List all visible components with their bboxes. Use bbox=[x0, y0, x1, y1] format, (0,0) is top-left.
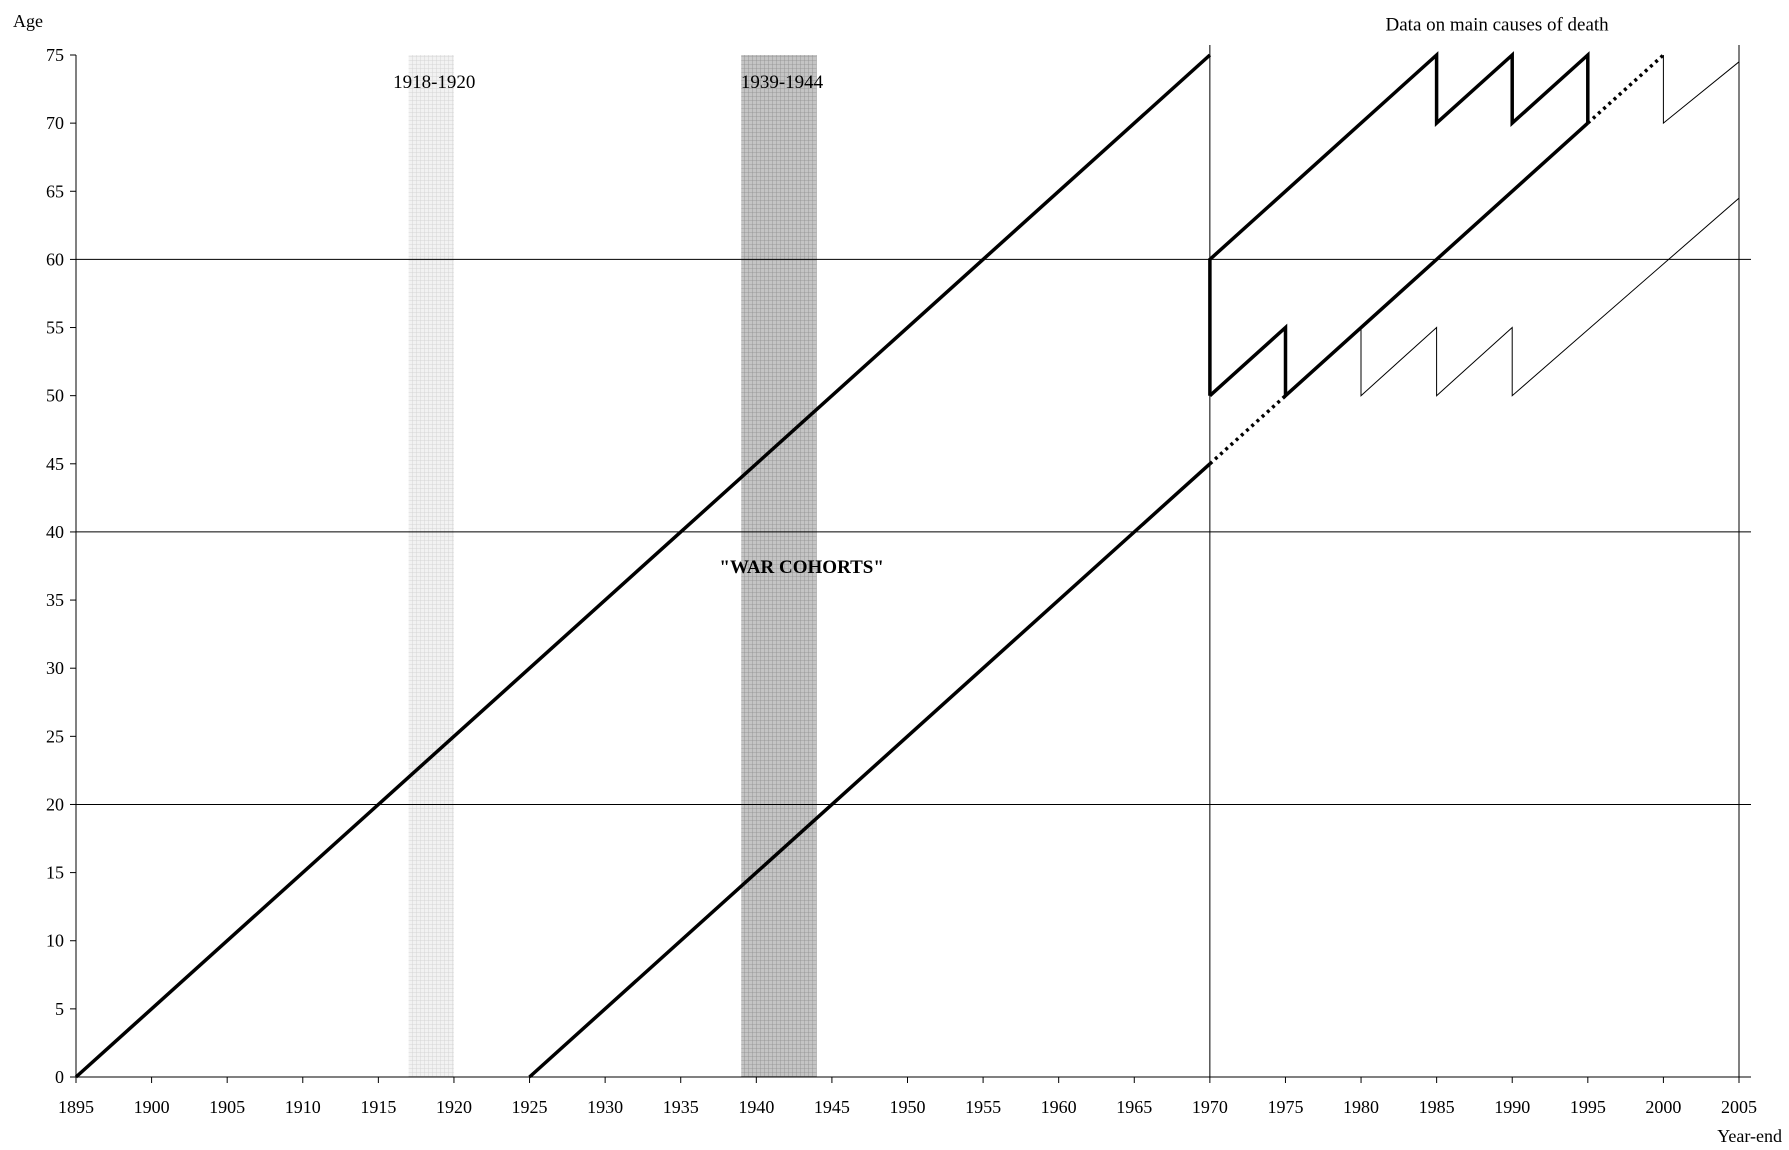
cohort-lines bbox=[74, 51, 1740, 1079]
x-tick-label-21: 2000 bbox=[1645, 1097, 1681, 1117]
shaded-period-0 bbox=[408, 55, 454, 1077]
cohort-line-1 bbox=[528, 462, 1212, 1079]
y-tick-label-8: 40 bbox=[46, 522, 64, 542]
y-tick-label-12: 60 bbox=[46, 249, 64, 269]
y-tick-label-13: 65 bbox=[46, 181, 64, 201]
x-tick-label-3: 1910 bbox=[285, 1097, 321, 1117]
cohort-line-2 bbox=[1208, 394, 1287, 466]
shaded-period-label-1: 1939-1944 bbox=[741, 72, 824, 93]
cohort-line-4 bbox=[1208, 51, 1590, 396]
x-tick-label-9: 1940 bbox=[738, 1097, 774, 1117]
cohort-line-3 bbox=[1208, 121, 1589, 400]
x-tick-label-8: 1935 bbox=[663, 1097, 699, 1117]
x-tick-label-2: 1905 bbox=[209, 1097, 245, 1117]
x-tick-label-11: 1950 bbox=[890, 1097, 926, 1117]
y-tick-label-6: 30 bbox=[46, 658, 64, 678]
x-tick-label-15: 1970 bbox=[1192, 1097, 1228, 1117]
x-tick-label-16: 1975 bbox=[1267, 1097, 1303, 1117]
shaded-periods bbox=[408, 55, 817, 1077]
x-tick-label-4: 1915 bbox=[360, 1097, 396, 1117]
annotation-1: Data on main causes of death bbox=[1386, 14, 1610, 35]
y-tick-label-0: 0 bbox=[55, 1067, 64, 1087]
x-tick-label-5: 1920 bbox=[436, 1097, 472, 1117]
shaded-period-1 bbox=[741, 55, 817, 1077]
annotation-0: "WAR COHORTS" bbox=[719, 557, 884, 578]
x-tick-label-1: 1900 bbox=[134, 1097, 170, 1117]
x-tick-label-6: 1925 bbox=[512, 1097, 548, 1117]
y-tick-label-11: 55 bbox=[46, 318, 64, 338]
y-tick-label-7: 35 bbox=[46, 590, 64, 610]
y-axis-title: Age bbox=[13, 11, 43, 31]
y-tick-label-15: 75 bbox=[46, 45, 64, 65]
x-tick-label-17: 1980 bbox=[1343, 1097, 1379, 1117]
gridlines bbox=[76, 45, 1751, 1077]
axes: 0 5 10 15 20 25 30 35 40 45 50 55 60 65 70 75 1895 1900 19… bbox=[13, 11, 1782, 1146]
shaded-period-label-0: 1918-1920 bbox=[393, 72, 475, 93]
y-tick-label-3: 15 bbox=[46, 863, 64, 883]
x-tick-label-18: 1985 bbox=[1419, 1097, 1455, 1117]
x-axis-title: Year-end bbox=[1717, 1126, 1782, 1146]
cohort-line-0 bbox=[74, 53, 1212, 1079]
x-tick-label-10: 1945 bbox=[814, 1097, 850, 1117]
y-tick-label-10: 50 bbox=[46, 386, 64, 406]
y-tick-label-1: 5 bbox=[55, 999, 64, 1019]
labels: 1918-1920 1939-1944 "WAR COHORTS" Data on m… bbox=[393, 14, 1609, 577]
y-tick-label-2: 10 bbox=[46, 931, 64, 951]
x-tick-label-12: 1955 bbox=[965, 1097, 1001, 1117]
y-tick-label-14: 70 bbox=[46, 113, 64, 133]
y-tick-label-5: 25 bbox=[46, 726, 64, 746]
x-tick-label-22: 2005 bbox=[1721, 1097, 1757, 1117]
cohort-line-6 bbox=[1360, 55, 1740, 397]
y-tick-label-4: 20 bbox=[46, 794, 64, 814]
x-tick-label-20: 1995 bbox=[1570, 1097, 1606, 1117]
x-tick-label-13: 1960 bbox=[1041, 1097, 1077, 1117]
x-tick-label-0: 1895 bbox=[58, 1097, 94, 1117]
x-tick-label-19: 1990 bbox=[1494, 1097, 1530, 1117]
y-tick-label-9: 45 bbox=[46, 454, 64, 474]
x-tick-label-7: 1930 bbox=[587, 1097, 623, 1117]
x-tick-label-14: 1965 bbox=[1116, 1097, 1152, 1117]
cohort-line-5 bbox=[1586, 53, 1665, 125]
